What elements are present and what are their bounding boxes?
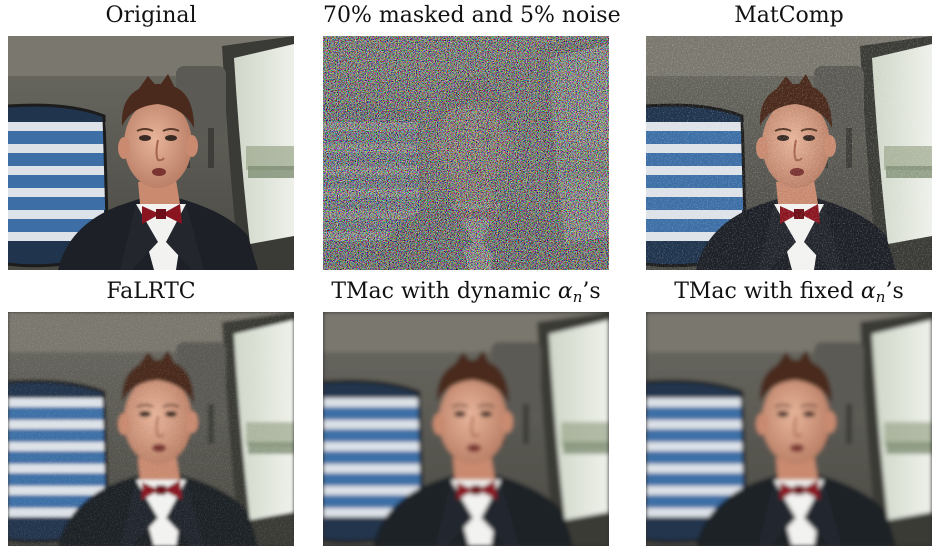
- car-scene-masked: [323, 36, 609, 270]
- caption-original: Original: [105, 3, 197, 28]
- caption-matcomp: MatComp: [734, 3, 844, 28]
- panel-tmac-fixed: TMac with fixed αn’s: [646, 278, 932, 548]
- car-scene-falrtc: [8, 312, 294, 546]
- car-scene-matcomp: [646, 36, 932, 270]
- image-tmac-dynamic: [323, 312, 609, 546]
- image-tmac-fixed: [646, 312, 932, 546]
- car-scene-tmac-fixed: [646, 312, 932, 546]
- panel-original: Original: [8, 2, 294, 272]
- panel-tmac-dynamic: TMac with dynamic αn’s: [323, 278, 609, 548]
- panel-falrtc: FaLRTC: [8, 278, 294, 548]
- panel-masked: 70% masked and 5% noise: [323, 2, 621, 272]
- caption-tmac-dynamic: TMac with dynamic αn’s: [331, 279, 601, 306]
- image-original: [8, 36, 294, 270]
- car-scene-original: [8, 36, 294, 270]
- caption-tmac-fixed: TMac with fixed αn’s: [674, 279, 904, 306]
- caption-falrtc: FaLRTC: [106, 279, 196, 304]
- image-masked: [323, 36, 609, 270]
- car-scene-tmac-dynamic: [323, 312, 609, 546]
- image-matcomp: [646, 36, 932, 270]
- image-falrtc: [8, 312, 294, 546]
- caption-masked: 70% masked and 5% noise: [323, 3, 621, 28]
- panel-matcomp: MatComp: [646, 2, 932, 272]
